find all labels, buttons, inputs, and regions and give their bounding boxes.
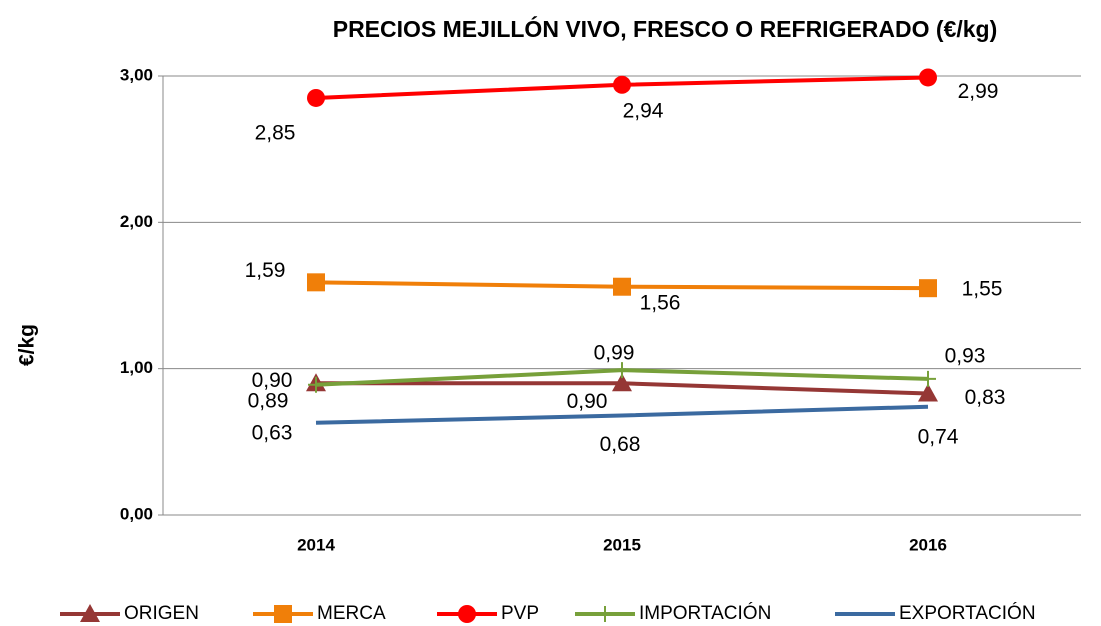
data-label: 0,68: [600, 433, 641, 456]
data-label: 0,99: [594, 342, 635, 365]
data-label: 2,99: [958, 80, 999, 103]
marker: [307, 88, 325, 107]
legend-label: IMPORTACIÓN: [639, 602, 771, 624]
data-label: 0,90: [252, 369, 293, 392]
marker: [613, 75, 631, 94]
marker: [612, 373, 632, 392]
y-tick-label: 3,00: [120, 65, 153, 84]
marker: [919, 279, 937, 298]
legend-label: ORIGEN: [124, 603, 199, 624]
y-tick-label: 0,00: [120, 504, 153, 523]
chart-title: PRECIOS MEJILLÓN VIVO, FRESCO O REFRIGER…: [333, 15, 998, 42]
marker: [80, 604, 100, 622]
marker: [918, 383, 938, 402]
data-label: 0,89: [248, 389, 289, 412]
marker: [597, 606, 613, 622]
marker: [614, 362, 630, 379]
data-label: 2,85: [255, 121, 296, 144]
data-label: 1,55: [962, 278, 1003, 301]
data-label: 1,56: [640, 291, 681, 314]
marker: [308, 376, 324, 393]
marker: [274, 605, 292, 623]
data-label: 0,74: [918, 425, 959, 448]
x-tick-label: 2016: [909, 535, 947, 554]
data-label: 0,83: [965, 386, 1006, 409]
marker: [919, 68, 937, 87]
legend-label: PVP: [501, 603, 539, 624]
marker: [458, 605, 476, 623]
marker: [920, 370, 936, 387]
y-tick-label: 2,00: [120, 212, 153, 231]
marker: [613, 277, 631, 296]
y-tick-label: 1,00: [120, 358, 153, 377]
legend-label: MERCA: [317, 603, 386, 624]
y-axis-label: €/kg: [16, 324, 39, 366]
data-label: 2,94: [623, 99, 664, 122]
legend-label: EXPORTACIÓN: [899, 602, 1036, 624]
data-label: 0,63: [252, 421, 293, 444]
x-tick-label: 2015: [603, 535, 641, 554]
data-label: 1,59: [245, 259, 286, 282]
x-tick-label: 2014: [297, 535, 335, 554]
data-label: 0,93: [945, 344, 986, 367]
series-line: [315, 404, 929, 425]
marker: [307, 273, 325, 292]
data-label: 0,90: [567, 390, 608, 413]
